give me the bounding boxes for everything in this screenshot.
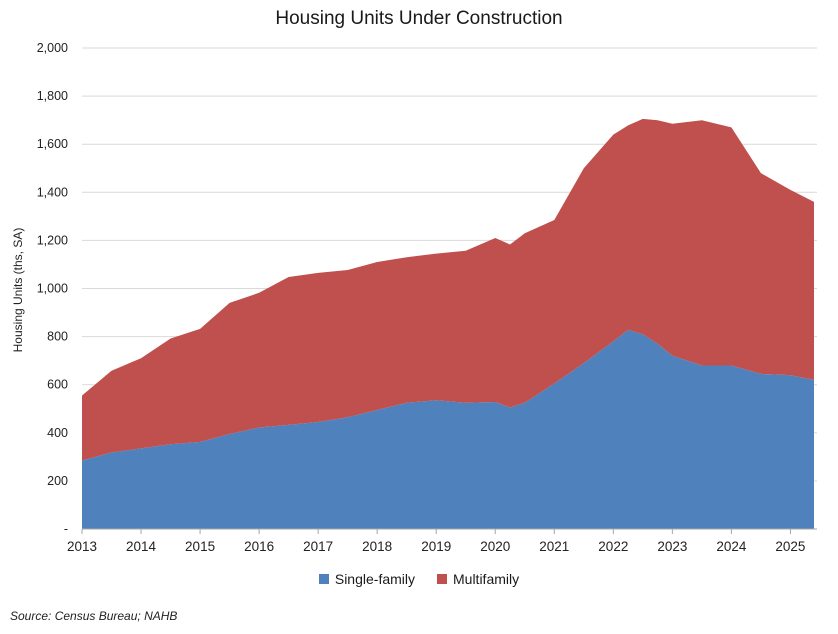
y-tick-label: 200: [47, 474, 68, 488]
y-tick-label: 800: [47, 330, 68, 344]
y-axis-ticks: - 200 400 600 800 1,000 1,200 1,400 1,600 1,800 2,…: [37, 41, 68, 536]
legend: Single-family Multifamily: [0, 571, 838, 587]
legend-item-multifamily: Multifamily: [437, 571, 519, 587]
x-tick-label: 2013: [67, 539, 97, 554]
x-tick-label: 2018: [362, 539, 392, 554]
y-tick-label: 1,800: [37, 89, 68, 103]
x-tick-label: 2023: [657, 539, 687, 554]
area-single-family: [82, 329, 814, 529]
legend-item-single-family: Single-family: [318, 571, 415, 587]
x-tick-label: 2016: [244, 539, 274, 554]
y-tick-label: 600: [47, 378, 68, 392]
x-tick-label: 2024: [716, 539, 747, 554]
y-tick-label: 400: [47, 426, 68, 440]
x-tick-label: 2015: [185, 539, 215, 554]
y-tick-label: 1,000: [37, 282, 68, 296]
x-tick-label: 2019: [421, 539, 451, 554]
source-note: Source: Census Bureau; NAHB: [10, 609, 178, 623]
x-tick-label: 2014: [126, 539, 157, 554]
legend-swatch-multifamily: [437, 574, 447, 584]
y-axis-title: Housing Units (ths, SA): [11, 228, 25, 353]
y-tick-label: -: [64, 522, 68, 536]
area-series: [82, 118, 814, 529]
x-tick-label: 2020: [480, 539, 510, 554]
y-tick-label: 2,000: [37, 41, 68, 55]
x-axis-ticks: 2013 2014 2015 2016 2017 2018 2019 2020 2021 2022…: [67, 529, 805, 554]
y-tick-label: 1,200: [37, 233, 68, 247]
legend-label-single-family: Single-family: [334, 571, 415, 587]
y-tick-label: 1,400: [37, 185, 68, 199]
chart-title: Housing Units Under Construction: [275, 8, 563, 29]
legend-label-multifamily: Multifamily: [453, 571, 520, 587]
x-tick-label: 2021: [539, 539, 569, 554]
y-tick-label: 1,600: [37, 137, 68, 151]
x-tick-label: 2022: [598, 539, 628, 554]
x-tick-label: 2017: [303, 539, 333, 554]
area-multifamily: [82, 118, 814, 461]
legend-swatch-single-family: [318, 574, 329, 584]
x-tick-label: 2025: [775, 539, 805, 554]
